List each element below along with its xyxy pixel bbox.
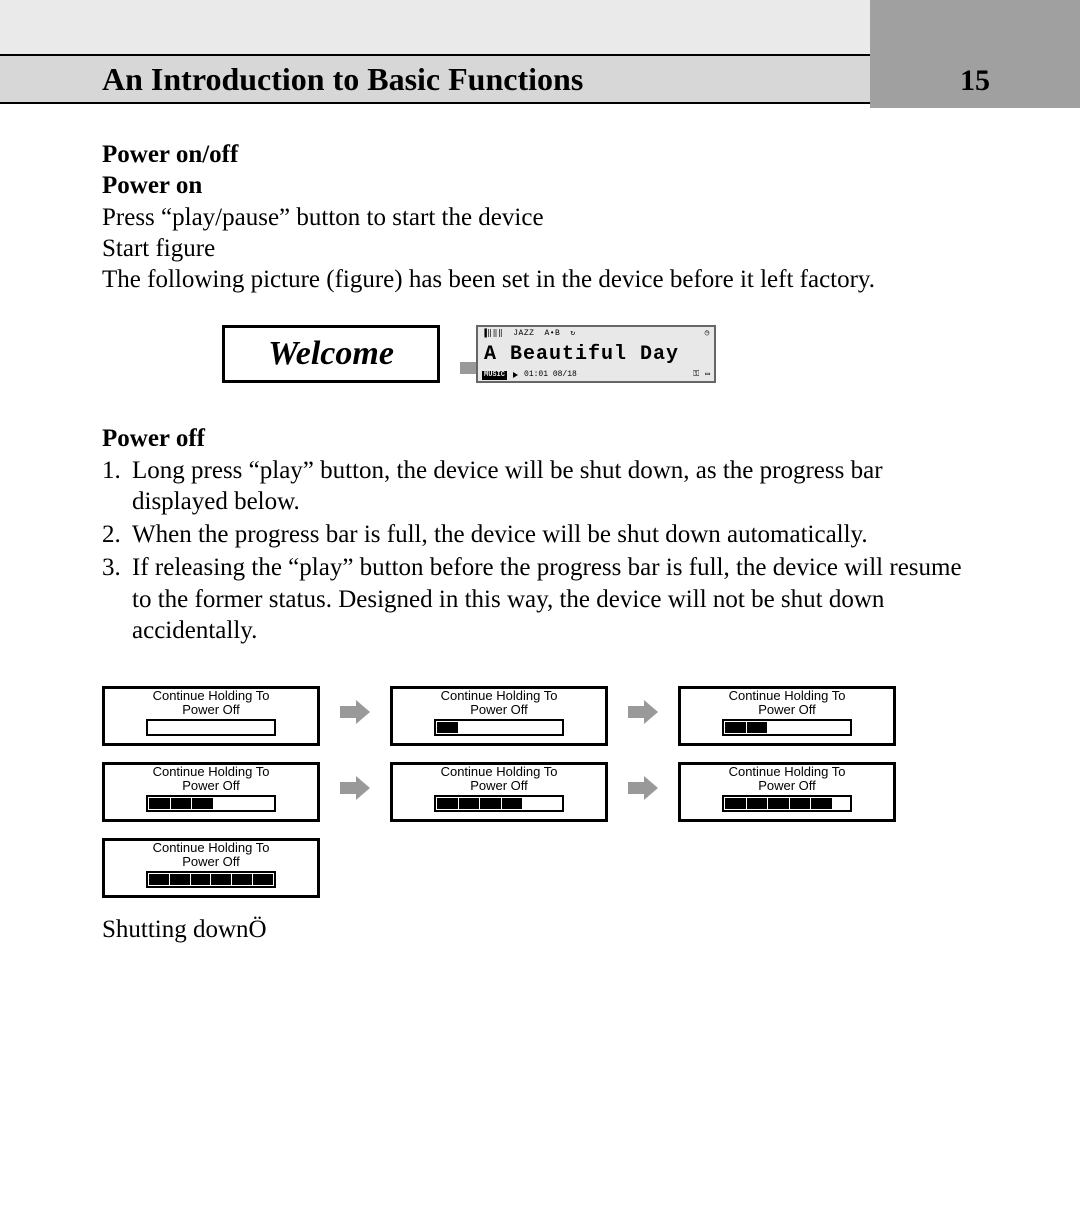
shutting-down-text: Shutting downÖ — [102, 914, 978, 945]
page-number-box: 15 — [870, 54, 1080, 108]
progress-line2: Power Off — [758, 779, 816, 793]
content: Power on/off Power on Press “play/pause”… — [0, 104, 1080, 945]
progress-line2: Power Off — [470, 703, 528, 717]
progress-bar — [146, 719, 276, 736]
power-off-progress-frame: Continue Holding ToPower Off — [390, 686, 608, 746]
power-on-text-3: The following picture (figure) has been … — [102, 264, 978, 295]
progress-bar — [722, 795, 852, 812]
header-strip — [0, 0, 1080, 54]
repeat-icon: ↻ — [570, 329, 575, 339]
arrow-icon — [338, 698, 372, 734]
progress-line1: Continue Holding To — [153, 765, 270, 779]
arrow-icon — [626, 698, 660, 734]
list-item: 1.Long press “play” button, the device w… — [102, 455, 978, 518]
progress-row: Continue Holding ToPower OffContinue Hol… — [102, 686, 978, 746]
eq-label: JAZZ — [513, 329, 534, 339]
progress-line1: Continue Holding To — [441, 689, 558, 703]
power-off-list: 1.Long press “play” button, the device w… — [102, 455, 978, 647]
progress-sequence: Continue Holding ToPower OffContinue Hol… — [102, 686, 978, 898]
power-on-text-2: Start figure — [102, 233, 978, 264]
heading-power-off: Power off — [102, 423, 978, 454]
progress-line2: Power Off — [758, 703, 816, 717]
heading-power-on: Power on — [102, 170, 978, 201]
signal-icon: ▐‖‖‖ — [482, 329, 503, 339]
power-off-progress-frame: Continue Holding ToPower Off — [102, 838, 320, 898]
arrow-icon — [626, 774, 660, 810]
progress-bar — [146, 795, 276, 812]
music-badge: MUSIC — [482, 371, 507, 380]
play-icon — [513, 372, 518, 378]
progress-line1: Continue Holding To — [441, 765, 558, 779]
progress-line2: Power Off — [182, 703, 240, 717]
welcome-text: Welcome — [268, 333, 394, 376]
progress-line1: Continue Holding To — [729, 689, 846, 703]
player-screen: ▐‖‖‖ JAZZ A•B ↻ ◷ A Beautiful Day MUSIC … — [476, 325, 716, 383]
progress-bar — [146, 871, 276, 888]
power-off-progress-frame: Continue Holding ToPower Off — [102, 762, 320, 822]
page-number: 15 — [960, 64, 990, 98]
heading-power-onoff: Power on/off — [102, 139, 978, 170]
progress-bar — [722, 719, 852, 736]
progress-bar — [434, 795, 564, 812]
title-bar: An Introduction to Basic Functions 15 — [0, 54, 1080, 104]
progress-line2: Power Off — [182, 779, 240, 793]
progress-line2: Power Off — [470, 779, 528, 793]
player-track-title: A Beautiful Day — [478, 341, 714, 368]
welcome-screen: Welcome — [222, 325, 440, 383]
battery-icon: ▭ — [705, 370, 710, 380]
clock-icon: ◷ — [705, 329, 710, 339]
list-item: 3.If releasing the “play” button before … — [102, 552, 978, 646]
player-bottom-bar: MUSIC 01:01 08/18 ⚿ ▭ — [478, 368, 714, 382]
progress-row: Continue Holding ToPower OffContinue Hol… — [102, 762, 978, 822]
header-tab — [870, 0, 1080, 54]
progress-row: Continue Holding ToPower Off — [102, 838, 978, 898]
progress-bar — [434, 719, 564, 736]
power-off-progress-frame: Continue Holding ToPower Off — [390, 762, 608, 822]
power-off-progress-frame: Continue Holding ToPower Off — [678, 686, 896, 746]
player-status-bar: ▐‖‖‖ JAZZ A•B ↻ ◷ — [478, 327, 714, 341]
lock-icon: ⚿ — [693, 370, 699, 380]
power-off-progress-frame: Continue Holding ToPower Off — [678, 762, 896, 822]
power-on-text-1: Press “play/pause” button to start the d… — [102, 202, 978, 233]
time-counter: 01:01 08/18 — [524, 370, 577, 380]
arrow-icon — [338, 774, 372, 810]
progress-line1: Continue Holding To — [153, 841, 270, 855]
power-off-progress-frame: Continue Holding ToPower Off — [102, 686, 320, 746]
progress-line1: Continue Holding To — [729, 765, 846, 779]
ab-label: A•B — [544, 329, 560, 339]
startup-figure-row: Welcome ▐‖‖‖ JAZZ A•B ↻ ◷ A Beautiful Da… — [222, 325, 978, 383]
progress-line1: Continue Holding To — [153, 689, 270, 703]
list-item: 2.When the progress bar is full, the dev… — [102, 519, 978, 550]
progress-line2: Power Off — [182, 855, 240, 869]
page-title: An Introduction to Basic Functions — [102, 61, 583, 98]
